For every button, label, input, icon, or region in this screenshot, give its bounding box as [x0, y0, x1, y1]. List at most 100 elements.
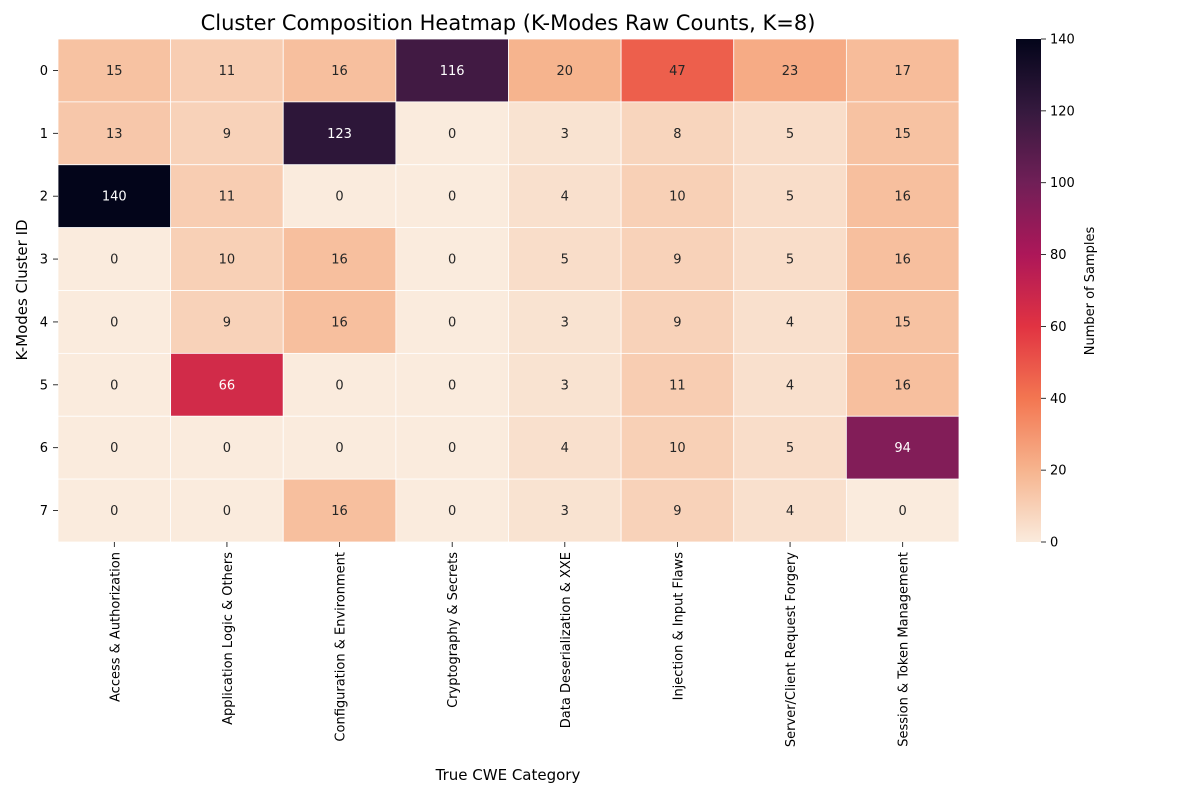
heatmap-cell [57, 38, 172, 103]
colorbar-tick-label: 0 [1050, 536, 1058, 551]
heatmap-cell [170, 101, 284, 166]
cell-value-label: 11 [219, 64, 236, 79]
heatmap-cell [282, 478, 397, 543]
cell-value-label: 0 [110, 253, 118, 268]
heatmap-cell [508, 290, 622, 354]
cell-value-label: 0 [223, 504, 231, 519]
heatmap-cell [282, 38, 397, 103]
cell-value-label: 123 [327, 127, 352, 142]
cell-value-label: 0 [448, 504, 456, 519]
cell-value-label: 16 [894, 378, 911, 393]
x-tick-label: Configuration & Environment [334, 552, 349, 742]
x-tick-label: Access & Authorization [108, 552, 123, 702]
colorbar-tick-label: 120 [1050, 104, 1075, 119]
cell-value-label: 0 [448, 378, 456, 393]
heatmap-cell [395, 38, 509, 103]
cell-value-label: 9 [223, 127, 231, 142]
heatmap-cell [845, 415, 960, 480]
cell-value-label: 11 [669, 378, 686, 393]
heatmap-cell [733, 352, 847, 417]
heatmap-cell [508, 101, 622, 166]
heatmap-cell [57, 227, 172, 291]
cell-value-label: 10 [669, 441, 686, 456]
cell-value-label: 16 [894, 190, 911, 205]
cell-value-label: 0 [335, 378, 343, 393]
heatmap-cell [845, 352, 960, 417]
heatmap-cell [282, 164, 397, 229]
x-tick-label: Application Logic & Others [221, 552, 236, 725]
cell-value-label: 15 [894, 127, 911, 142]
cell-value-label: 5 [786, 441, 794, 456]
cell-value-label: 10 [219, 253, 236, 268]
cell-value-label: 0 [448, 441, 456, 456]
cell-value-label: 20 [557, 64, 574, 79]
cell-value-label: 140 [102, 190, 127, 205]
cell-value-label: 4 [786, 378, 794, 393]
heatmap-cell [845, 38, 960, 103]
y-tick-label: 3 [40, 253, 48, 268]
colorbar-tick-label: 100 [1050, 176, 1075, 191]
cell-value-label: 9 [223, 315, 231, 330]
heatmap-cell [508, 227, 622, 291]
heatmap-cell [733, 415, 847, 480]
cell-value-label: 4 [561, 441, 569, 456]
chart-title: Cluster Composition Heatmap (K-Modes Raw… [201, 11, 816, 35]
cell-value-label: 9 [673, 504, 681, 519]
cell-value-label: 17 [894, 64, 911, 79]
cell-value-label: 5 [786, 190, 794, 205]
y-tick-label: 5 [40, 378, 48, 393]
heatmap-cell [395, 227, 509, 291]
heatmap-cell [620, 38, 735, 103]
heatmap-cell [620, 164, 735, 229]
cell-value-label: 3 [561, 127, 569, 142]
heatmap-cells: 15 11 16 116 20 47 23 17 13 9 123 0 3 8 5 15 140 11 0 0 4 10 5… [57, 38, 960, 543]
cell-value-label: 0 [110, 441, 118, 456]
cell-value-label: 15 [106, 64, 123, 79]
heatmap-cell [508, 38, 622, 103]
colorbar-tick-label: 40 [1050, 392, 1067, 407]
cell-value-label: 0 [448, 190, 456, 205]
colorbar-tick-label: 140 [1050, 33, 1075, 48]
x-tick-label: Server/Client Request Forgery [784, 552, 799, 747]
x-axis-ticks: Access & Authorization Application Logic … [108, 542, 912, 747]
y-axis-label: K-Modes Cluster ID [13, 219, 31, 360]
heatmap-cell [282, 415, 397, 480]
heatmap-cell [395, 290, 509, 354]
x-tick-label: Cryptography & Secrets [446, 552, 461, 708]
cell-value-label: 16 [331, 504, 348, 519]
cell-value-label: 11 [219, 190, 236, 205]
cell-value-label: 66 [219, 378, 236, 393]
cell-value-label: 0 [110, 378, 118, 393]
y-tick-label: 6 [40, 441, 48, 456]
heatmap-cell [170, 38, 284, 103]
y-tick-label: 1 [40, 127, 48, 142]
cell-value-label: 0 [448, 315, 456, 330]
cell-value-label: 13 [106, 127, 123, 142]
cell-value-label: 10 [669, 190, 686, 205]
cell-value-label: 5 [786, 253, 794, 268]
heatmap-cell [845, 290, 960, 354]
cell-value-label: 0 [335, 190, 343, 205]
cell-value-label: 0 [448, 127, 456, 142]
cell-value-label: 4 [786, 504, 794, 519]
cell-value-label: 0 [448, 253, 456, 268]
cell-value-label: 0 [110, 315, 118, 330]
cell-value-label: 0 [110, 504, 118, 519]
cell-value-label: 4 [561, 190, 569, 205]
y-axis-ticks: 0 1 2 3 4 5 6 7 [40, 64, 58, 519]
y-tick-label: 0 [40, 64, 48, 79]
heatmap-cell [845, 164, 960, 229]
heatmap-cell [508, 478, 622, 543]
cell-value-label: 16 [894, 253, 911, 268]
x-tick-label: Data Deserialization & XXE [559, 552, 574, 728]
heatmap-cell [508, 352, 622, 417]
heatmap-cell [508, 164, 622, 229]
colorbar [1016, 39, 1041, 542]
heatmap-cell [395, 164, 509, 229]
colorbar-ticks: 0 20 40 60 80 100 120 140 [1041, 33, 1075, 551]
cell-value-label: 0 [335, 441, 343, 456]
heatmap-cell [845, 101, 960, 166]
heatmap-cell [733, 290, 847, 354]
heatmap-cell [57, 415, 172, 480]
